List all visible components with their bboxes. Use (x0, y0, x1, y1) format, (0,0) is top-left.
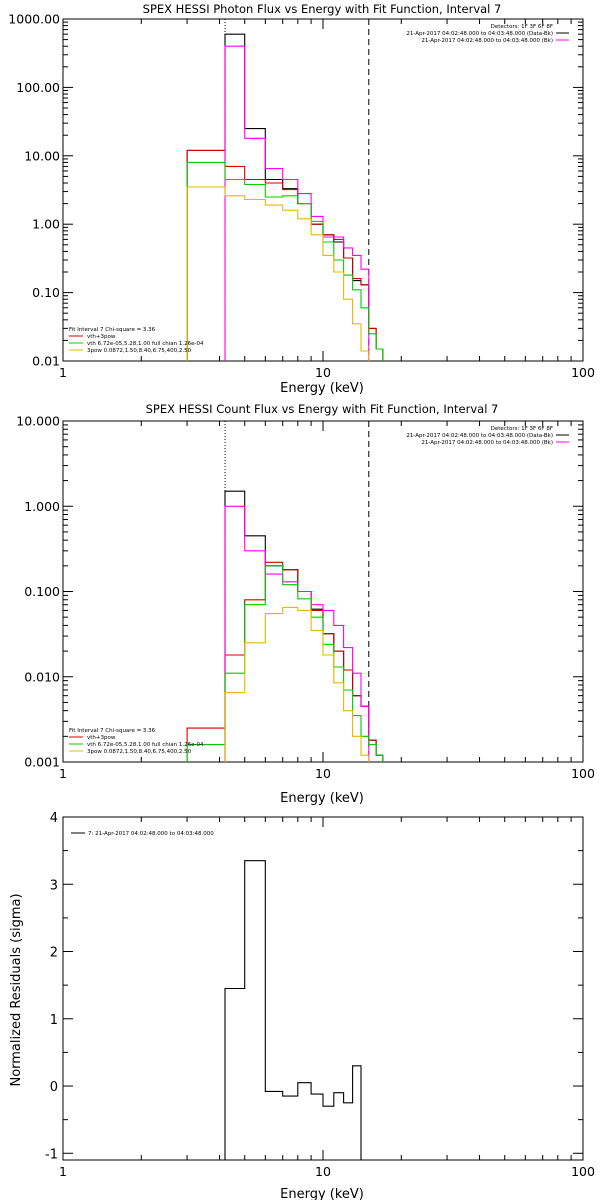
y-tick-label: 0.10 (32, 285, 60, 300)
series-vth (186, 161, 384, 361)
residual-legend: 7: 21-Apr-2017 04:02:48.000 to 04:03:48.… (71, 831, 214, 837)
x-axis-label: Energy (keV) (280, 791, 364, 806)
x-tick-label: 10 (315, 365, 331, 380)
fit-legend-line: vth 6.72e-05,5.28,1.00 full chian 1.26e-… (87, 341, 204, 347)
y-tick-label: 10.000 (16, 414, 60, 429)
x-tick-label: 1 (59, 766, 67, 781)
y-tick-label: 0 (50, 1080, 58, 1095)
series-vth (186, 565, 384, 762)
fit-legend-line: Fit Interval 7 Chi-square = 3.36 (69, 327, 156, 333)
y-tick-label: 2 (50, 946, 58, 961)
y-tick-label: -1 (45, 1147, 58, 1162)
fit-legend-line: vth+3pow (87, 334, 116, 340)
series-group (186, 490, 384, 762)
count-flux-panel: SPEX HESSI Count Flux vs Energy with Fit… (16, 402, 595, 806)
fit-legend-line: vth+3pow (87, 735, 116, 741)
plot-area: 1 10 100 -1 0 1 2 3 4 (45, 811, 595, 1179)
y-tick-label: 1.000 (24, 499, 60, 514)
y-tick-label: 100.00 (16, 80, 60, 95)
x-axis-label: Energy (keV) (280, 1187, 364, 1200)
x-tick-label: 1 (59, 365, 67, 380)
y-tick-label: 10.00 (24, 148, 60, 163)
axes-frame (62, 816, 584, 1161)
header-line: 21-Apr-2017 04:02:48.000 to 04:03:48.000… (421, 440, 553, 446)
series-3pow (186, 186, 370, 361)
chart-title: SPEX HESSI Photon Flux vs Energy with Fi… (143, 2, 502, 16)
series-residuals (224, 860, 362, 1160)
series-vth-3pow (186, 149, 384, 361)
y-tick-label: 4 (50, 811, 58, 826)
x-tick-label: 100 (571, 1164, 595, 1179)
series-vth-3pow (186, 561, 384, 762)
fit-legend-line: 3pow 0.0872,1.50,8.40,6.75,400,2.50 (87, 348, 192, 354)
fit-legend: Fit Interval 7 Chi-square = 3.36vth+3pow… (69, 327, 204, 354)
series-data-bk (186, 33, 384, 361)
y-tick-label: 1.00 (32, 217, 60, 232)
x-axis-label: Energy (keV) (280, 381, 364, 396)
header-line: 21-Apr-2017 04:02:48.000 to 04:03:48.000… (421, 38, 553, 44)
photon-flux-panel: SPEX HESSI Photon Flux vs Energy with Fi… (8, 2, 595, 396)
plot-area: 1 10 100 0.001 0.010 0.100 1.000 10.000 (16, 414, 595, 782)
y-tick-label: 0.01 (32, 354, 60, 369)
series-data-bk (224, 490, 384, 762)
series-group (224, 860, 362, 1160)
header-line: 21-Apr-2017 04:02:48.000 to 04:03:48.000… (406, 433, 553, 439)
y-axis-label: Normalized Residuals (sigma) (9, 893, 24, 1086)
y-tick-label: 3 (50, 878, 58, 893)
x-tick-label: 1 (59, 1164, 67, 1179)
residuals-panel: 1 10 100 -1 0 1 2 3 4 Energy (keV) Normalized Re… (9, 811, 595, 1200)
y-tick-label: 0.001 (24, 755, 60, 770)
x-tick-label: 100 (571, 365, 595, 380)
header-line: 21-Apr-2017 04:02:48.000 to 04:03:48.000… (406, 31, 553, 37)
x-tick-label: 10 (315, 1164, 331, 1179)
x-tick-label: 10 (315, 766, 331, 781)
y-tick-label: 1 (50, 1013, 58, 1028)
series-3pow (224, 606, 370, 762)
x-tick-label: 100 (571, 766, 595, 781)
series-bk (224, 505, 370, 762)
axes-frame (62, 18, 584, 362)
fit-legend-line: vth 6.72e-05,5.28,1.00 full chian 1.26e-… (87, 742, 204, 748)
header-line: Detectors: 1F 3F 6F 8F (491, 24, 553, 30)
chart-title: SPEX HESSI Count Flux vs Energy with Fit… (146, 402, 499, 416)
plot-area: 1 10 100 0.01 0.10 1.00 10.00 100.00 1000.00 (8, 12, 595, 381)
fit-legend-line: 3pow 0.0872,1.50,8.40,6.75,400,2.50 (87, 749, 192, 755)
fit-legend-line: Fit Interval 7 Chi-square = 3.36 (69, 728, 156, 734)
legend-text: 7: 21-Apr-2017 04:02:48.000 to 04:03:48.… (88, 831, 214, 837)
axes-frame (62, 420, 584, 763)
header-line: Detectors: 1F 3F 6F 8F (491, 426, 553, 432)
y-tick-label: 0.100 (24, 584, 60, 599)
y-tick-label: 1000.00 (8, 12, 60, 27)
y-tick-label: 0.010 (24, 669, 60, 684)
series-group (186, 33, 384, 361)
series-bk (224, 45, 370, 361)
fit-legend: Fit Interval 7 Chi-square = 3.36vth+3pow… (69, 728, 204, 755)
